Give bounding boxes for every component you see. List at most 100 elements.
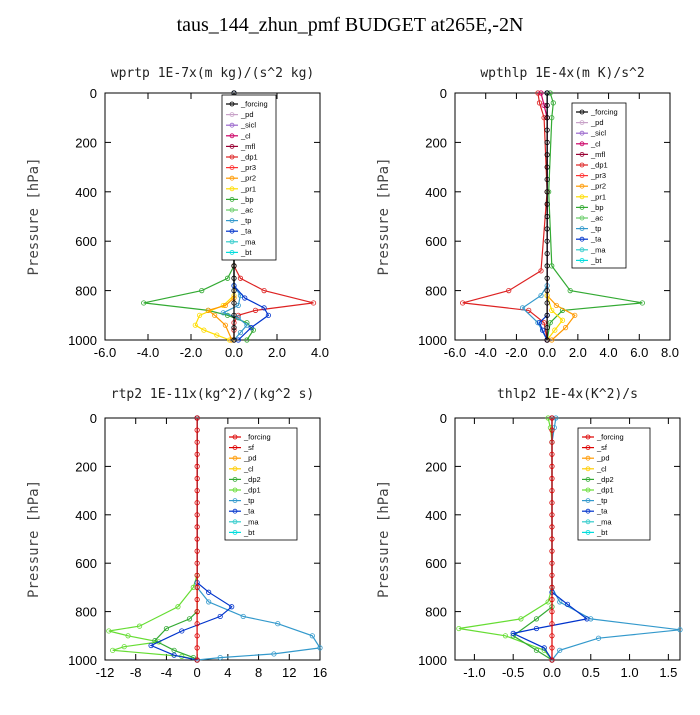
legend-marker bbox=[579, 173, 585, 178]
legend-entry: _sf bbox=[243, 443, 255, 452]
legend-entry: _mfl bbox=[240, 142, 256, 151]
series-point bbox=[639, 300, 645, 306]
series-point bbox=[194, 596, 200, 603]
series-point bbox=[194, 657, 200, 663]
series-point bbox=[536, 100, 543, 106]
series-point bbox=[192, 322, 198, 328]
series-point bbox=[549, 463, 555, 470]
series-point bbox=[171, 647, 177, 653]
series-point bbox=[567, 288, 573, 294]
series-point bbox=[536, 320, 543, 326]
series-point bbox=[535, 90, 541, 96]
series-point bbox=[518, 616, 524, 622]
x-tick-label: 1.0 bbox=[621, 665, 639, 680]
series-point bbox=[194, 645, 200, 651]
series-point bbox=[549, 427, 555, 433]
y-tick-label: 400 bbox=[75, 508, 97, 523]
y-tick-label: 800 bbox=[75, 284, 97, 299]
y-tick-label: 800 bbox=[425, 284, 447, 299]
series-point bbox=[194, 463, 200, 470]
legend-entry: _ma bbox=[240, 237, 256, 246]
series-point bbox=[559, 317, 566, 323]
series-point bbox=[194, 524, 200, 530]
x-tick-label: -12 bbox=[96, 665, 115, 680]
y-tick-label: 0 bbox=[90, 411, 97, 426]
y-tick-label: 600 bbox=[425, 234, 447, 249]
series-point bbox=[231, 300, 237, 306]
x-tick-label: -4 bbox=[161, 665, 173, 680]
y-tick-label: 0 bbox=[440, 411, 447, 426]
series-point bbox=[557, 647, 563, 653]
series-point bbox=[194, 451, 200, 457]
series-line bbox=[521, 93, 548, 341]
series-point bbox=[538, 292, 544, 299]
legend-entry: _pr1 bbox=[590, 192, 606, 201]
series-point bbox=[271, 651, 277, 657]
series-point bbox=[544, 226, 550, 232]
legend-marker bbox=[232, 529, 238, 535]
x-tick-label: -8 bbox=[130, 665, 142, 680]
series-line bbox=[149, 418, 233, 661]
series-point bbox=[564, 601, 571, 607]
series-point bbox=[110, 647, 116, 653]
series-point bbox=[310, 300, 317, 306]
x-tick-label: 8 bbox=[255, 665, 262, 680]
x-tick-label: 8.0 bbox=[661, 345, 679, 360]
legend-entry: _pd bbox=[590, 118, 604, 127]
y-tick-label: 400 bbox=[75, 185, 97, 200]
y-tick-label: 600 bbox=[425, 556, 447, 571]
series-point bbox=[541, 115, 547, 121]
series-point bbox=[549, 621, 555, 627]
panel-title: wprtp 1E-7x(m kg)/(s^2 kg) bbox=[111, 66, 315, 81]
series-point bbox=[141, 300, 147, 306]
series-point bbox=[205, 307, 211, 313]
x-tick-label: -2.0 bbox=[505, 345, 527, 360]
legend-entry: _dp2 bbox=[596, 475, 614, 484]
series-point bbox=[572, 312, 578, 318]
series-line bbox=[538, 93, 548, 341]
legend-entry: _ta bbox=[243, 507, 255, 516]
legend-marker bbox=[585, 529, 591, 535]
series-point bbox=[538, 90, 544, 96]
legend-marker bbox=[585, 466, 591, 472]
x-tick-label: 0.0 bbox=[543, 665, 561, 680]
series-point bbox=[237, 329, 244, 336]
x-tick-label: 4.0 bbox=[600, 345, 618, 360]
legend-marker bbox=[229, 175, 235, 181]
series-point bbox=[231, 275, 237, 281]
series-point bbox=[562, 325, 569, 331]
series-point bbox=[194, 633, 200, 639]
series-point bbox=[544, 213, 550, 220]
chart-panel-thlp2: thlp2 1E-4x(K^2)/s Pressure [hPa] -1.0 -0.5… bbox=[350, 380, 690, 715]
series-point bbox=[557, 599, 563, 605]
panel-title: rtp2 1E-11x(kg^2)/(kg^2 s) bbox=[111, 387, 315, 402]
series-point bbox=[152, 638, 158, 644]
series-point bbox=[549, 548, 555, 554]
x-tick-label: -2.0 bbox=[180, 345, 202, 360]
x-tick-label: 0.0 bbox=[225, 345, 243, 360]
y-tick-label: 200 bbox=[425, 459, 447, 474]
legend-marker bbox=[229, 249, 235, 255]
series-point bbox=[106, 628, 112, 634]
series-line bbox=[511, 418, 589, 661]
series-point bbox=[549, 475, 555, 482]
y-tick-label: 1000 bbox=[418, 653, 447, 668]
panel-title: thlp2 1E-4x(K^2)/s bbox=[497, 387, 638, 402]
series-point bbox=[549, 560, 555, 566]
series-point bbox=[544, 90, 550, 96]
series-point bbox=[261, 305, 267, 311]
series-point bbox=[549, 307, 555, 313]
series-point bbox=[456, 625, 462, 632]
x-tick-label: -6.0 bbox=[94, 345, 116, 360]
series-point bbox=[584, 616, 590, 622]
x-tick-label: 0.5 bbox=[582, 665, 600, 680]
series-point bbox=[121, 644, 127, 650]
series-point bbox=[545, 415, 551, 421]
legend-entry: _cl bbox=[596, 464, 607, 473]
legend-entry: _cl bbox=[243, 464, 254, 473]
series-point bbox=[544, 288, 550, 294]
x-tick-label: 12 bbox=[282, 665, 296, 680]
series-point bbox=[265, 312, 271, 318]
series-point bbox=[186, 616, 193, 622]
